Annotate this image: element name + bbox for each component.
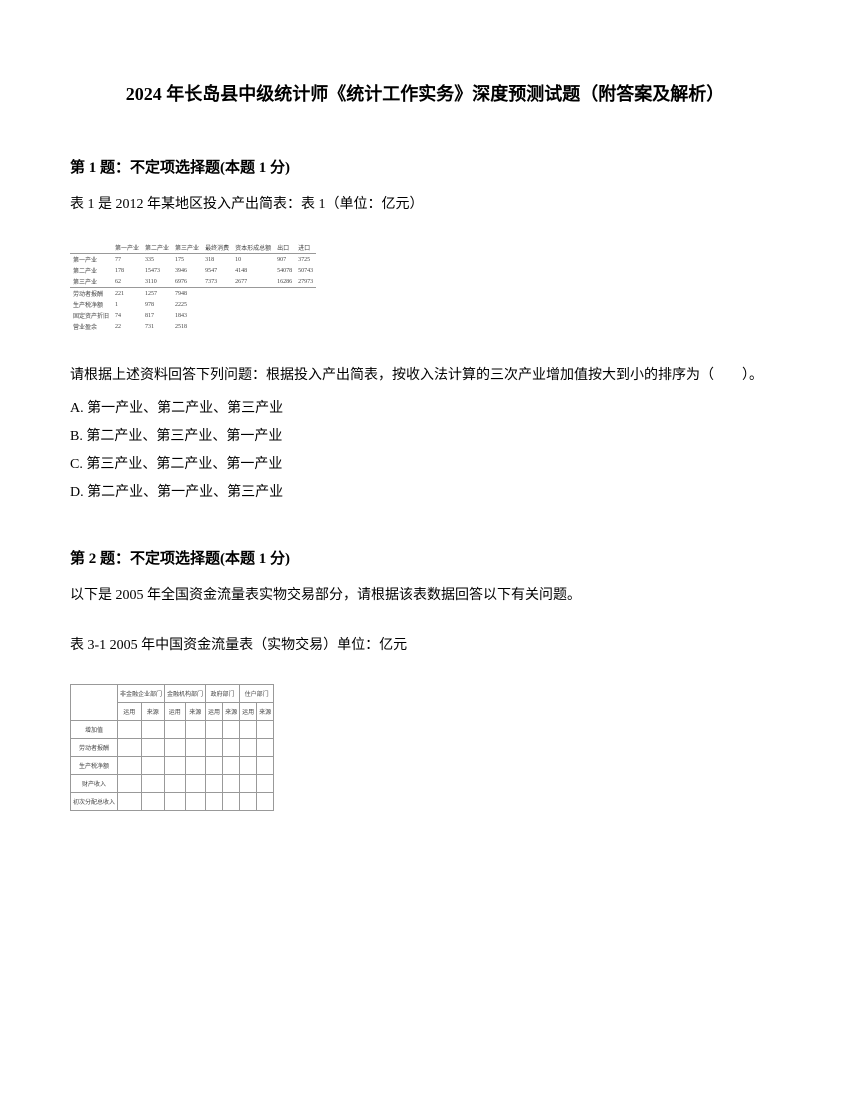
q2-intro2: 表 3-1 2005 年中国资金流量表（实物交易）单位：亿元: [70, 633, 780, 658]
q1-option-d: D. 第二产业、第一产业、第三产业: [70, 479, 780, 507]
q2-intro1: 以下是 2005 年全国资金流量表实物交易部分，请根据该表数据回答以下有关问题。: [70, 583, 780, 608]
q1-intro: 表 1 是 2012 年某地区投入产出简表：表 1（单位：亿元）: [70, 192, 780, 217]
question-2: 第 2 题：不定项选择题(本题 1 分) 以下是 2005 年全国资金流量表实物…: [70, 547, 780, 810]
q1-table: 第一产业 第二产业 第三产业 最终消费 资本形成总额 出口 进口 第一产业 77…: [70, 242, 780, 332]
q2-header: 第 2 题：不定项选择题(本题 1 分): [70, 547, 780, 568]
q1-header: 第 1 题：不定项选择题(本题 1 分): [70, 156, 780, 177]
q1-option-b: B. 第二产业、第三产业、第一产业: [70, 423, 780, 451]
q1-option-c: C. 第三产业、第二产业、第一产业: [70, 451, 780, 479]
q1-option-a: A. 第一产业、第二产业、第三产业: [70, 395, 780, 423]
document-title: 2024 年长岛县中级统计师《统计工作实务》深度预测试题（附答案及解析）: [70, 80, 780, 106]
q1-question-text: 请根据上述资料回答下列问题：根据投入产出简表，按收入法计算的三次产业增加值按大到…: [70, 362, 780, 390]
q2-table: 非金融企业部门 金融机构部门 政府部门 住户部门 运用 来源 运用 来源 运用 …: [70, 684, 780, 811]
question-1: 第 1 题：不定项选择题(本题 1 分) 表 1 是 2012 年某地区投入产出…: [70, 156, 780, 507]
